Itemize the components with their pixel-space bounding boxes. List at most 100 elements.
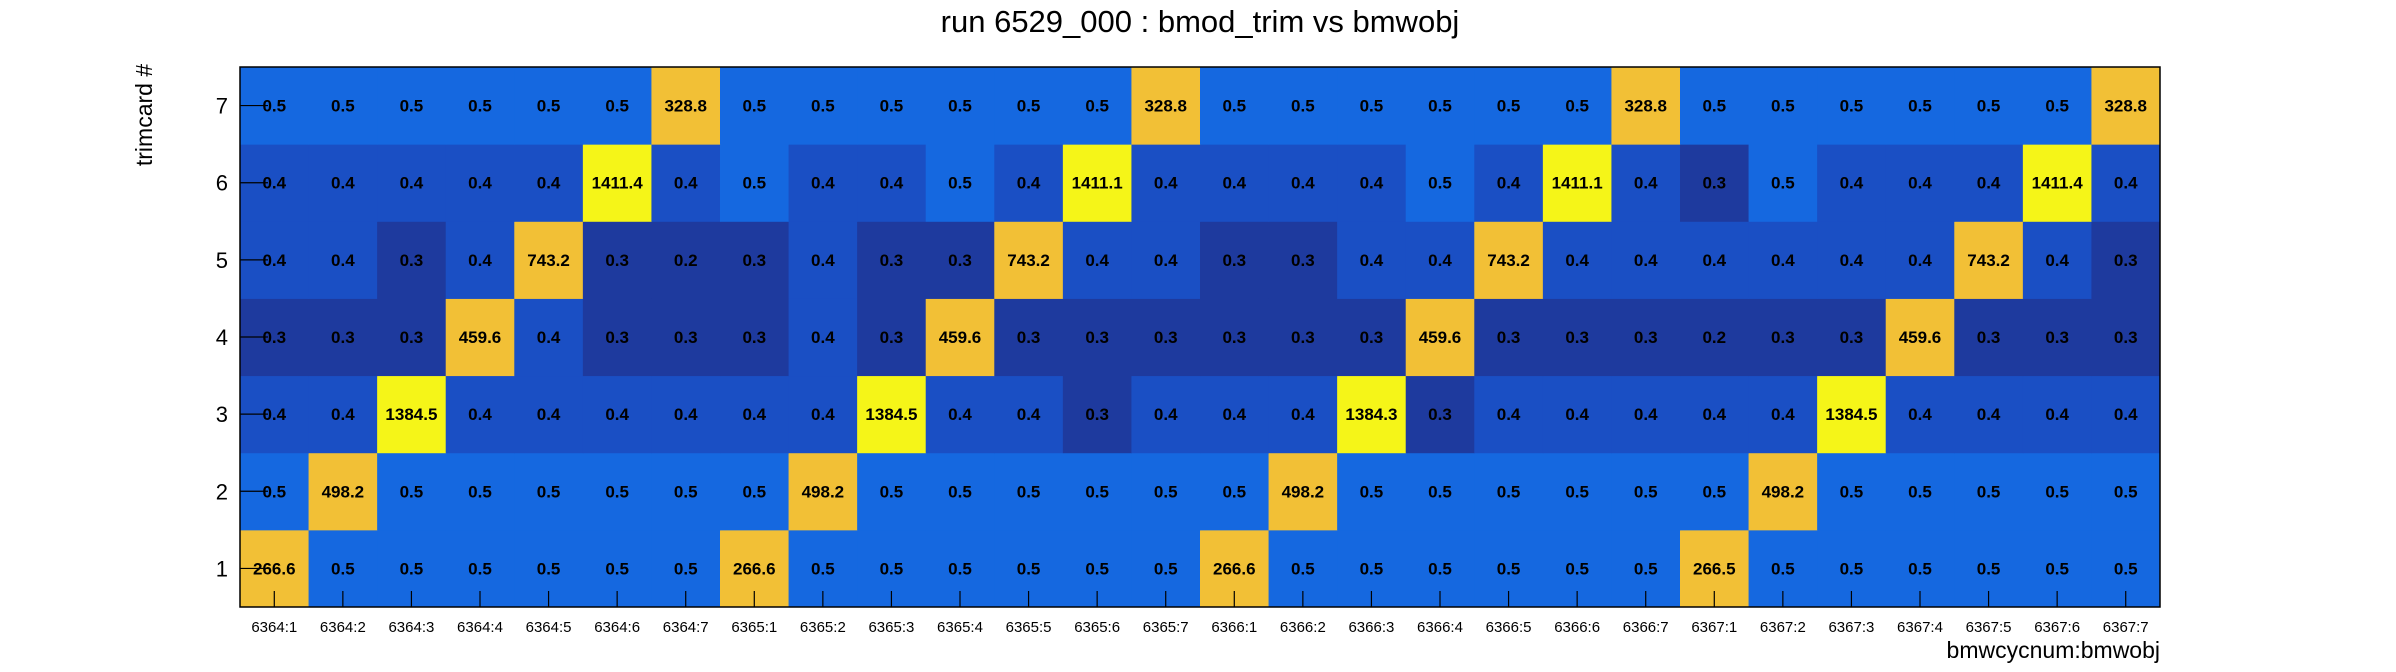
cell-value-label: 0.5 bbox=[1840, 482, 1864, 501]
cell-value-label: 0.5 bbox=[262, 97, 286, 116]
cell-value-label: 0.5 bbox=[1428, 174, 1452, 193]
cell-value-label: 0.3 bbox=[1017, 328, 1041, 347]
x-tick-label: 6366:7 bbox=[1623, 619, 1669, 636]
heatmap-cell bbox=[445, 221, 515, 299]
heatmap-cell bbox=[514, 298, 584, 377]
cell-value-label: 0.4 bbox=[331, 405, 355, 424]
heatmap-cell bbox=[1817, 375, 1887, 454]
heatmap-cell bbox=[1748, 67, 1818, 145]
heatmap-cell bbox=[788, 298, 858, 377]
cell-value-label: 0.4 bbox=[811, 251, 835, 270]
heatmap-cell bbox=[651, 221, 721, 299]
cell-value-label: 0.3 bbox=[1702, 174, 1726, 193]
cell-value-label: 0.4 bbox=[2114, 174, 2138, 193]
cell-value-label: 0.5 bbox=[1565, 97, 1589, 116]
cell-value-label: 0.4 bbox=[1222, 174, 1246, 193]
heatmap-cell bbox=[1062, 67, 1132, 145]
cell-value-label: 498.2 bbox=[1762, 482, 1805, 501]
heatmap-cell bbox=[308, 67, 378, 145]
cell-value-label: 0.4 bbox=[1154, 251, 1178, 270]
heatmap-cell bbox=[377, 298, 447, 377]
cell-value-label: 0.5 bbox=[742, 174, 766, 193]
cell-value-label: 0.5 bbox=[1634, 559, 1658, 578]
heatmap-cell bbox=[1474, 221, 1544, 299]
cell-value-label: 0.3 bbox=[1222, 251, 1246, 270]
cell-value-label: 0.5 bbox=[1497, 482, 1521, 501]
heatmap-cell bbox=[1268, 144, 1338, 222]
cell-value-label: 0.5 bbox=[1017, 97, 1041, 116]
heatmap-cell bbox=[2022, 298, 2092, 377]
cell-value-label: 0.5 bbox=[1017, 559, 1041, 578]
cell-value-label: 0.4 bbox=[1977, 174, 2001, 193]
cell-value-label: 0.5 bbox=[400, 482, 424, 501]
x-tick-label: 6366:6 bbox=[1554, 619, 1600, 636]
cell-value-label: 0.5 bbox=[880, 559, 904, 578]
heatmap-cell bbox=[1817, 144, 1887, 222]
cell-value-label: 743.2 bbox=[1967, 251, 2010, 270]
y-tick-label: 3 bbox=[216, 402, 228, 427]
heatmap-cell bbox=[1405, 221, 1475, 299]
cell-value-label: 0.4 bbox=[1565, 251, 1589, 270]
cell-value-label: 0.4 bbox=[811, 174, 835, 193]
heatmap-cell bbox=[720, 144, 790, 222]
heatmap-cell bbox=[1611, 375, 1681, 454]
cell-value-label: 0.4 bbox=[2045, 405, 2069, 424]
heatmap-cell bbox=[445, 375, 515, 454]
cell-value-label: 0.4 bbox=[948, 405, 972, 424]
axes: 1 2 3 4 5 6 7 6364:1 6364:2 6364:3 6364:4 6364:5 636… bbox=[216, 66, 2161, 636]
x-tick-label: 6364:5 bbox=[526, 619, 572, 636]
heatmap-cell bbox=[445, 452, 515, 531]
cell-value-label: 0.4 bbox=[537, 405, 561, 424]
cell-value-label: 0.5 bbox=[1428, 97, 1452, 116]
heatmap-cell bbox=[1680, 67, 1750, 145]
heatmap-cell bbox=[651, 144, 721, 222]
heatmap-cell bbox=[1268, 298, 1338, 377]
heatmap-cell bbox=[1200, 144, 1270, 222]
cell-value-label: 0.4 bbox=[331, 251, 355, 270]
cell-value-label: 0.4 bbox=[262, 405, 286, 424]
cell-value-label: 0.4 bbox=[468, 405, 492, 424]
heatmap-cell bbox=[788, 375, 858, 454]
heatmap-cell bbox=[1062, 452, 1132, 531]
cell-value-label: 0.5 bbox=[1840, 559, 1864, 578]
cell-value-label: 0.3 bbox=[262, 328, 286, 347]
cell-value-label: 0.5 bbox=[1908, 482, 1932, 501]
cell-value-label: 0.5 bbox=[262, 482, 286, 501]
cell-value-label: 0.4 bbox=[1634, 174, 1658, 193]
cell-value-label: 0.4 bbox=[1634, 405, 1658, 424]
cell-value-label: 0.5 bbox=[537, 559, 561, 578]
cell-value-label: 0.5 bbox=[2114, 482, 2138, 501]
cell-value-label: 0.4 bbox=[1428, 251, 1452, 270]
cell-value-label: 0.4 bbox=[1977, 405, 2001, 424]
x-tick-label: 6365:1 bbox=[731, 619, 777, 636]
y-tick-label: 7 bbox=[216, 94, 228, 119]
cell-value-label: 0.4 bbox=[1634, 251, 1658, 270]
heatmap-cell bbox=[857, 67, 927, 145]
cell-value-label: 459.6 bbox=[459, 328, 502, 347]
x-tick-label: 6367:5 bbox=[1966, 619, 2012, 636]
heatmap-cell bbox=[1200, 452, 1270, 531]
cell-value-label: 0.5 bbox=[1222, 482, 1246, 501]
cell-value-label: 328.8 bbox=[2104, 97, 2147, 116]
heatmap-cell bbox=[582, 221, 652, 299]
x-tick-label: 6364:4 bbox=[457, 619, 503, 636]
cell-value-label: 0.4 bbox=[1291, 405, 1315, 424]
cell-value-label: 0.3 bbox=[1291, 251, 1315, 270]
heatmap-cell bbox=[925, 221, 995, 299]
cell-value-label: 0.3 bbox=[1085, 328, 1109, 347]
cell-value-label: 0.5 bbox=[605, 482, 629, 501]
x-tick-label: 6366:4 bbox=[1417, 619, 1463, 636]
heatmap-cell bbox=[1954, 221, 2024, 299]
cell-value-label: 1384.5 bbox=[1825, 405, 1877, 424]
cell-value-label: 0.5 bbox=[1085, 97, 1109, 116]
heatmap-cell bbox=[1062, 375, 1132, 454]
heatmap-cell bbox=[2022, 144, 2092, 222]
cell-value-label: 266.6 bbox=[253, 559, 296, 578]
heatmap-cell bbox=[377, 452, 447, 531]
heatmap-cell bbox=[1954, 452, 2024, 531]
cell-value-label: 0.5 bbox=[1977, 559, 2001, 578]
heatmap-cell bbox=[2022, 67, 2092, 145]
cell-value-label: 0.5 bbox=[1565, 482, 1589, 501]
x-tick-label: 6367:7 bbox=[2103, 619, 2149, 636]
